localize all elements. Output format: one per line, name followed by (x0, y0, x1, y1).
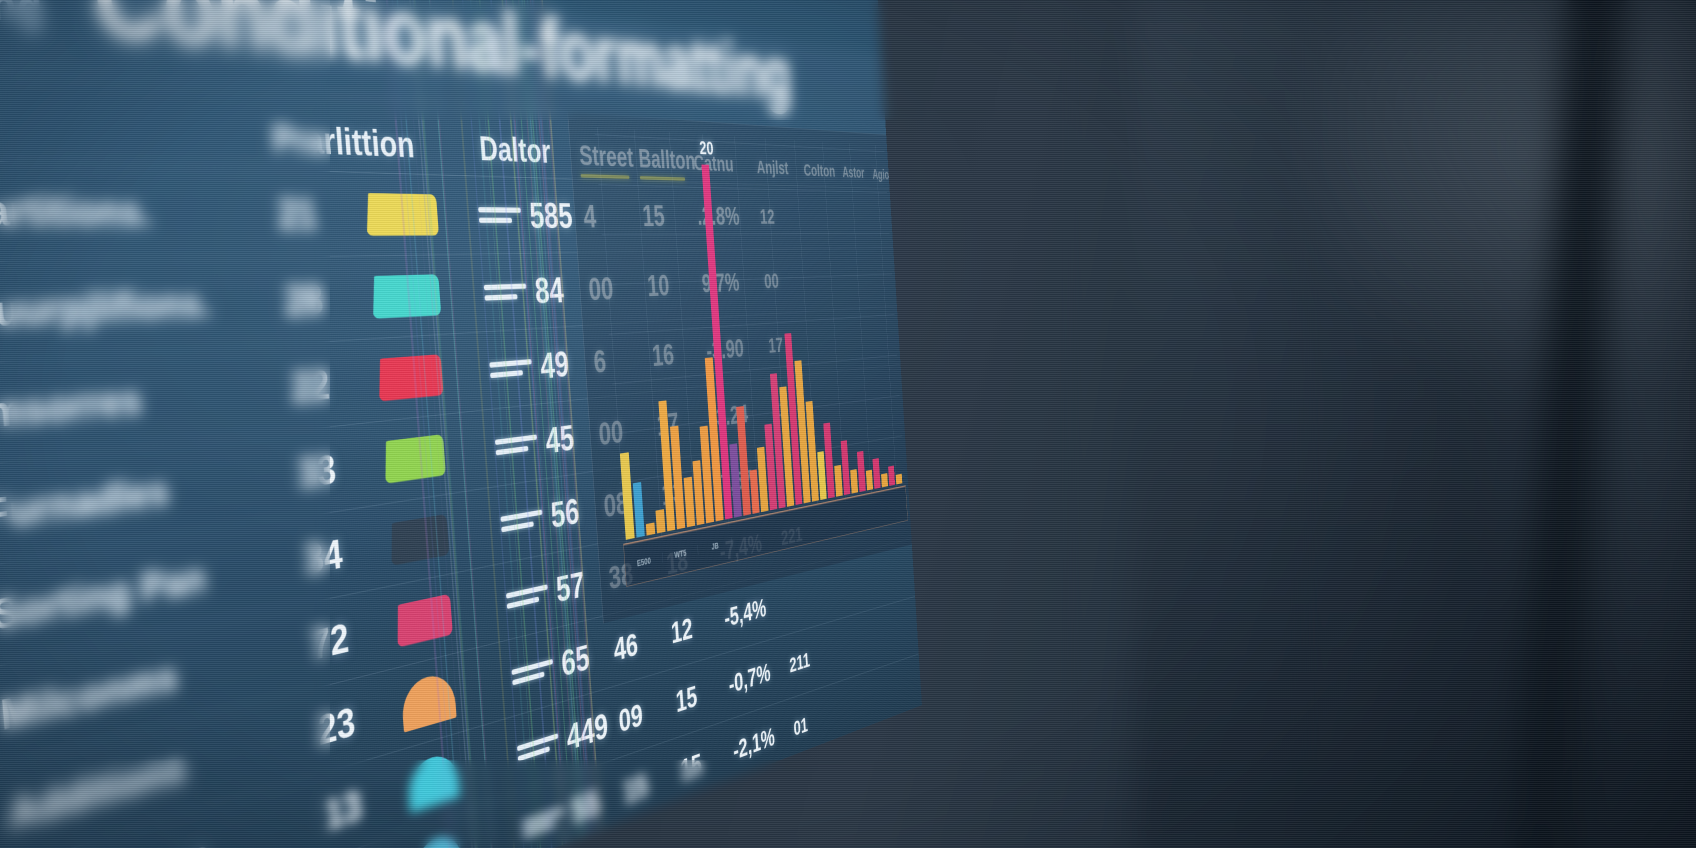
bar-series (598, 144, 902, 540)
cell-partition: 34 (303, 523, 385, 584)
cell-ballton: 15 (679, 738, 728, 788)
cell-anjlst (785, 592, 825, 603)
axis-tick-label (732, 535, 764, 542)
row-label: Suurpjlifions. (0, 279, 314, 338)
cell-partition: 23 (316, 687, 397, 755)
conditional-format-swatch (364, 193, 439, 236)
bar[interactable] (857, 451, 866, 492)
cell-catnu: -8,3% (737, 782, 793, 833)
axis-tick-label: JB (698, 537, 733, 554)
screen-stage: OORY OT BIN this point 7 Conditional-for… (0, 0, 1696, 848)
axis-tick-label (825, 515, 853, 521)
icon-set-bars-icon (522, 806, 568, 838)
bar[interactable] (646, 522, 655, 535)
icon-set-bars-icon (512, 658, 558, 686)
column-header-daltor[interactable]: Daltor (478, 128, 571, 179)
cell-street: 46 (612, 618, 665, 669)
bar[interactable] (888, 465, 895, 486)
column-header-beten[interactable]: Beten (897, 170, 922, 190)
icon-set-bars-icon (500, 509, 547, 533)
conditional-format-swatch (412, 829, 463, 848)
conditional-format-swatch (376, 354, 444, 402)
icon-set-bars-icon (495, 434, 542, 455)
axis-tick-label (853, 509, 880, 515)
chart-plot-area (598, 144, 902, 540)
cell-catnu: -5,4% (723, 590, 780, 633)
bar[interactable] (655, 509, 665, 534)
cell-anjlst (798, 776, 838, 793)
cell-ballton: 15 (675, 672, 724, 720)
row-label: Imsorres (0, 365, 321, 439)
cell-partition: 22 (290, 357, 373, 411)
conditional-format-swatch (394, 593, 452, 647)
bar[interactable] (633, 482, 645, 538)
bar[interactable] (896, 474, 902, 485)
cell-partition: 21 (277, 189, 361, 238)
axis-tick-label (795, 521, 825, 528)
cell-partition: 13 (323, 768, 404, 839)
bar[interactable] (873, 458, 881, 489)
conditional-format-swatch (382, 434, 446, 484)
icon-set-bars-icon (489, 359, 536, 378)
cell-anjlst: 211 (789, 642, 831, 678)
conditional-format-swatch (370, 274, 441, 319)
cell-catnu: -0,7% (728, 654, 785, 700)
conditional-format-swatch (406, 749, 460, 813)
chart-gridlines (568, 111, 887, 134)
cell-partition: 33 (296, 440, 379, 498)
column-header-part[interactable]: Prarlittion (271, 116, 356, 172)
axis-tick-label: WT5 (662, 545, 698, 563)
axis-tick-label: E500 (625, 552, 663, 570)
conditional-format-swatch (388, 514, 449, 566)
column-header-nanu[interactable]: Nanu (919, 172, 922, 190)
cell-anjlst: 01 (793, 703, 834, 741)
toolbar-hint-label: this point 7 (685, 0, 730, 2)
chart-peak-label: 20 (699, 137, 714, 160)
icon-set-bars-icon (478, 207, 526, 223)
cell-catnu: -2,1% (732, 718, 789, 766)
cell-street: 22 (627, 825, 680, 848)
bar[interactable] (620, 452, 635, 540)
bar[interactable] (881, 473, 888, 487)
photo-backdrop: OORY OT BIN this point 7 Conditional-for… (0, 0, 1696, 848)
cell-ballton: 12 (670, 605, 719, 651)
icon-set-bars-icon (517, 732, 563, 762)
cell-partition: 72 (310, 605, 392, 670)
monitor-screen: OORY OT BIN this point 7 Conditional-for… (0, 0, 922, 848)
bar[interactable] (866, 469, 873, 490)
conditional-format-swatch (400, 670, 456, 732)
icon-set-bars-icon (506, 583, 553, 609)
table-group-header: Filting (0, 0, 45, 35)
cell-ballton: 12 (684, 805, 733, 848)
icon-set-bars-icon (484, 283, 532, 300)
row-label: Partitions. (0, 187, 308, 236)
axis-tick-label (764, 528, 795, 535)
chart-panel: 20 E500 WT5 JB (567, 111, 912, 623)
bar[interactable] (834, 465, 842, 497)
axis-tick-label (880, 503, 906, 509)
cell-partition: 28 (283, 274, 367, 325)
bar[interactable] (850, 469, 858, 494)
